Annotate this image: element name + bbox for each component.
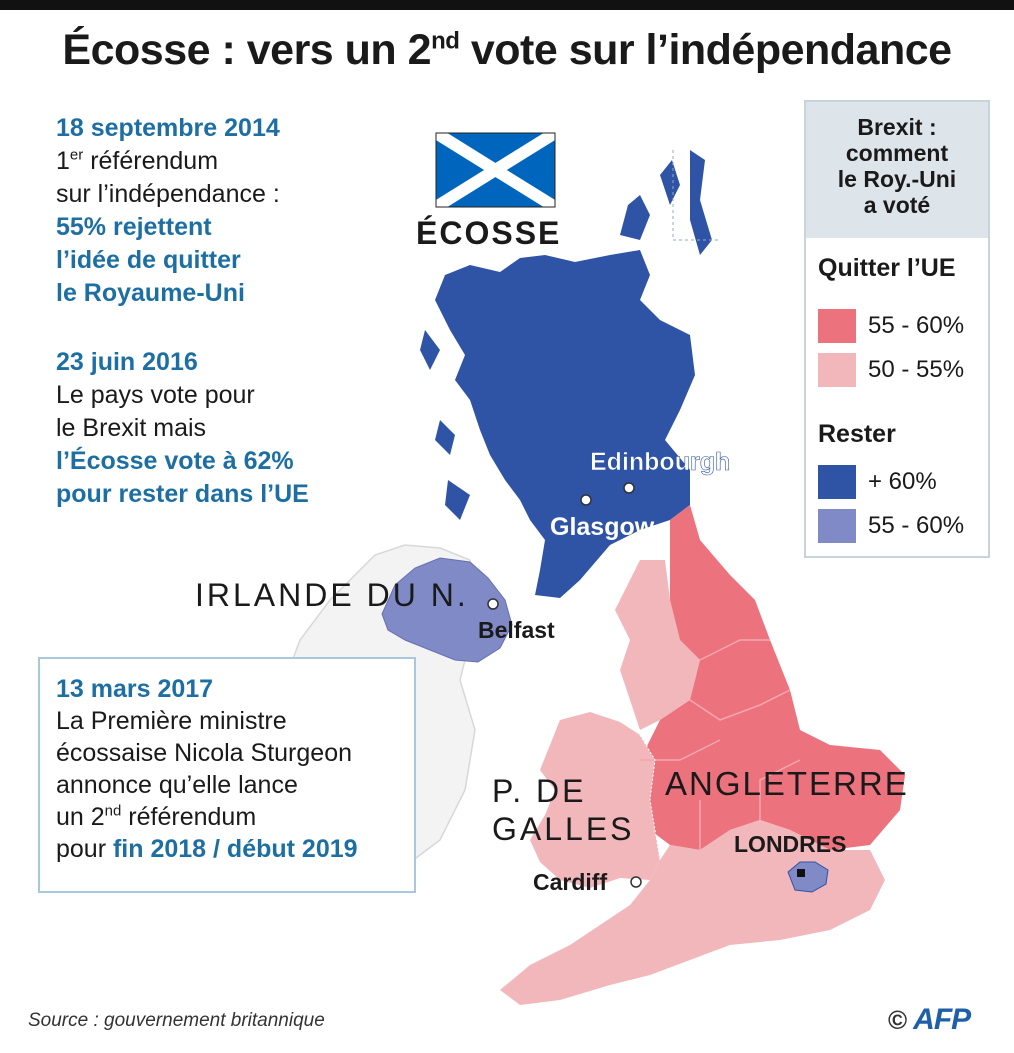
label-scotland: ÉCOSSE xyxy=(416,215,561,251)
copyright-icon: © xyxy=(888,1004,908,1035)
legend-group-remain: Rester xyxy=(818,420,896,448)
label-london: LONDRES xyxy=(734,831,846,857)
timeline-2014-date: 18 septembre 2014 xyxy=(56,114,280,142)
england-northwest xyxy=(615,560,700,730)
afp-logo: AFP xyxy=(913,1003,971,1036)
timeline-2017-line5: pour fin 2018 / début 2019 xyxy=(56,835,358,863)
legend-item-leave-low: 50 - 55% xyxy=(818,352,964,388)
timeline-2014-highlight-2: l’idée de quitter xyxy=(56,246,241,274)
timeline-2016-date: 23 juin 2016 xyxy=(56,348,198,376)
timeline-2016-highlight-2: pour rester dans l’UE xyxy=(56,480,309,508)
top-bar xyxy=(0,0,1014,10)
timeline-2017-box: 13 mars 2017 La Première ministre écossa… xyxy=(38,657,416,893)
city-marker-edinburgh xyxy=(623,482,635,494)
legend-item-remain-high: + 60% xyxy=(818,464,937,500)
city-marker-cardiff xyxy=(630,876,642,888)
timeline-2017-line3: annonce qu’elle lance xyxy=(56,771,298,799)
timeline-2017-line1: La Première ministre xyxy=(56,707,287,735)
legend-swatch-remain-high xyxy=(818,465,856,499)
legend-group-leave: Quitter l’UE xyxy=(818,254,956,282)
scotland-flag xyxy=(432,127,559,213)
legend: Brexit : comment le Roy.-Uni a voté Quit… xyxy=(804,100,990,558)
page-title: Écosse : vers un 2nd vote sur l’indépend… xyxy=(62,26,952,74)
label-cardiff: Cardiff xyxy=(533,869,607,895)
scotland-west-isles xyxy=(420,330,470,520)
england-south xyxy=(500,820,885,1005)
timeline-2016: 23 juin 2016 Le pays vote pour le Brexit… xyxy=(56,346,416,511)
label-wales-1: P. DE xyxy=(492,773,586,809)
timeline-2014-line2: sur l’indépendance : xyxy=(56,180,280,208)
label-england: ANGLETERRE xyxy=(665,765,909,802)
legend-item-leave-high: 55 - 60% xyxy=(818,308,964,344)
legend-title: Brexit : comment le Roy.-Uni a voté xyxy=(806,102,988,238)
timeline-2014-highlight-3: le Royaume-Uni xyxy=(56,279,245,307)
timeline-2014-highlight-1: 55% rejettent xyxy=(56,213,212,241)
timeline-2017-line4: un 2nd référendum xyxy=(56,802,257,831)
timeline-2017-line2: écossaise Nicola Sturgeon xyxy=(56,739,352,767)
wales-region xyxy=(530,712,660,888)
timeline-2014: 18 septembre 2014 1er référendum sur l’i… xyxy=(56,112,416,310)
northern-ireland-region xyxy=(381,557,513,663)
legend-swatch-leave-high xyxy=(818,309,856,343)
city-marker-glasgow xyxy=(580,494,592,506)
city-marker-london xyxy=(797,869,805,877)
label-glasgow: Glasgow xyxy=(550,513,655,541)
timeline-2014-line1: 1er référendum xyxy=(56,146,219,175)
source-note: Source : gouvernement britannique xyxy=(28,1010,325,1031)
label-edinburgh: Edinbourgh xyxy=(590,448,730,476)
scotland-region xyxy=(435,250,695,598)
city-marker-belfast xyxy=(487,598,499,610)
timeline-2016-line2: le Brexit mais xyxy=(56,414,207,442)
legend-item-remain-low: 55 - 60% xyxy=(818,508,964,544)
timeline-2016-highlight-1: l’Écosse vote à 62% xyxy=(56,447,294,475)
label-northern-ireland: IRLANDE DU N. xyxy=(195,577,469,613)
afp-credit: © AFP xyxy=(888,1003,971,1037)
timeline-2016-line1: Le pays vote pour xyxy=(56,381,255,409)
legend-swatch-leave-low xyxy=(818,353,856,387)
scotland-isles xyxy=(620,150,712,255)
label-wales-2: GALLES xyxy=(492,811,635,847)
timeline-2017-date: 13 mars 2017 xyxy=(56,675,214,703)
label-belfast: Belfast xyxy=(478,617,555,643)
legend-swatch-remain-low xyxy=(818,509,856,543)
england-north-east xyxy=(640,505,905,850)
